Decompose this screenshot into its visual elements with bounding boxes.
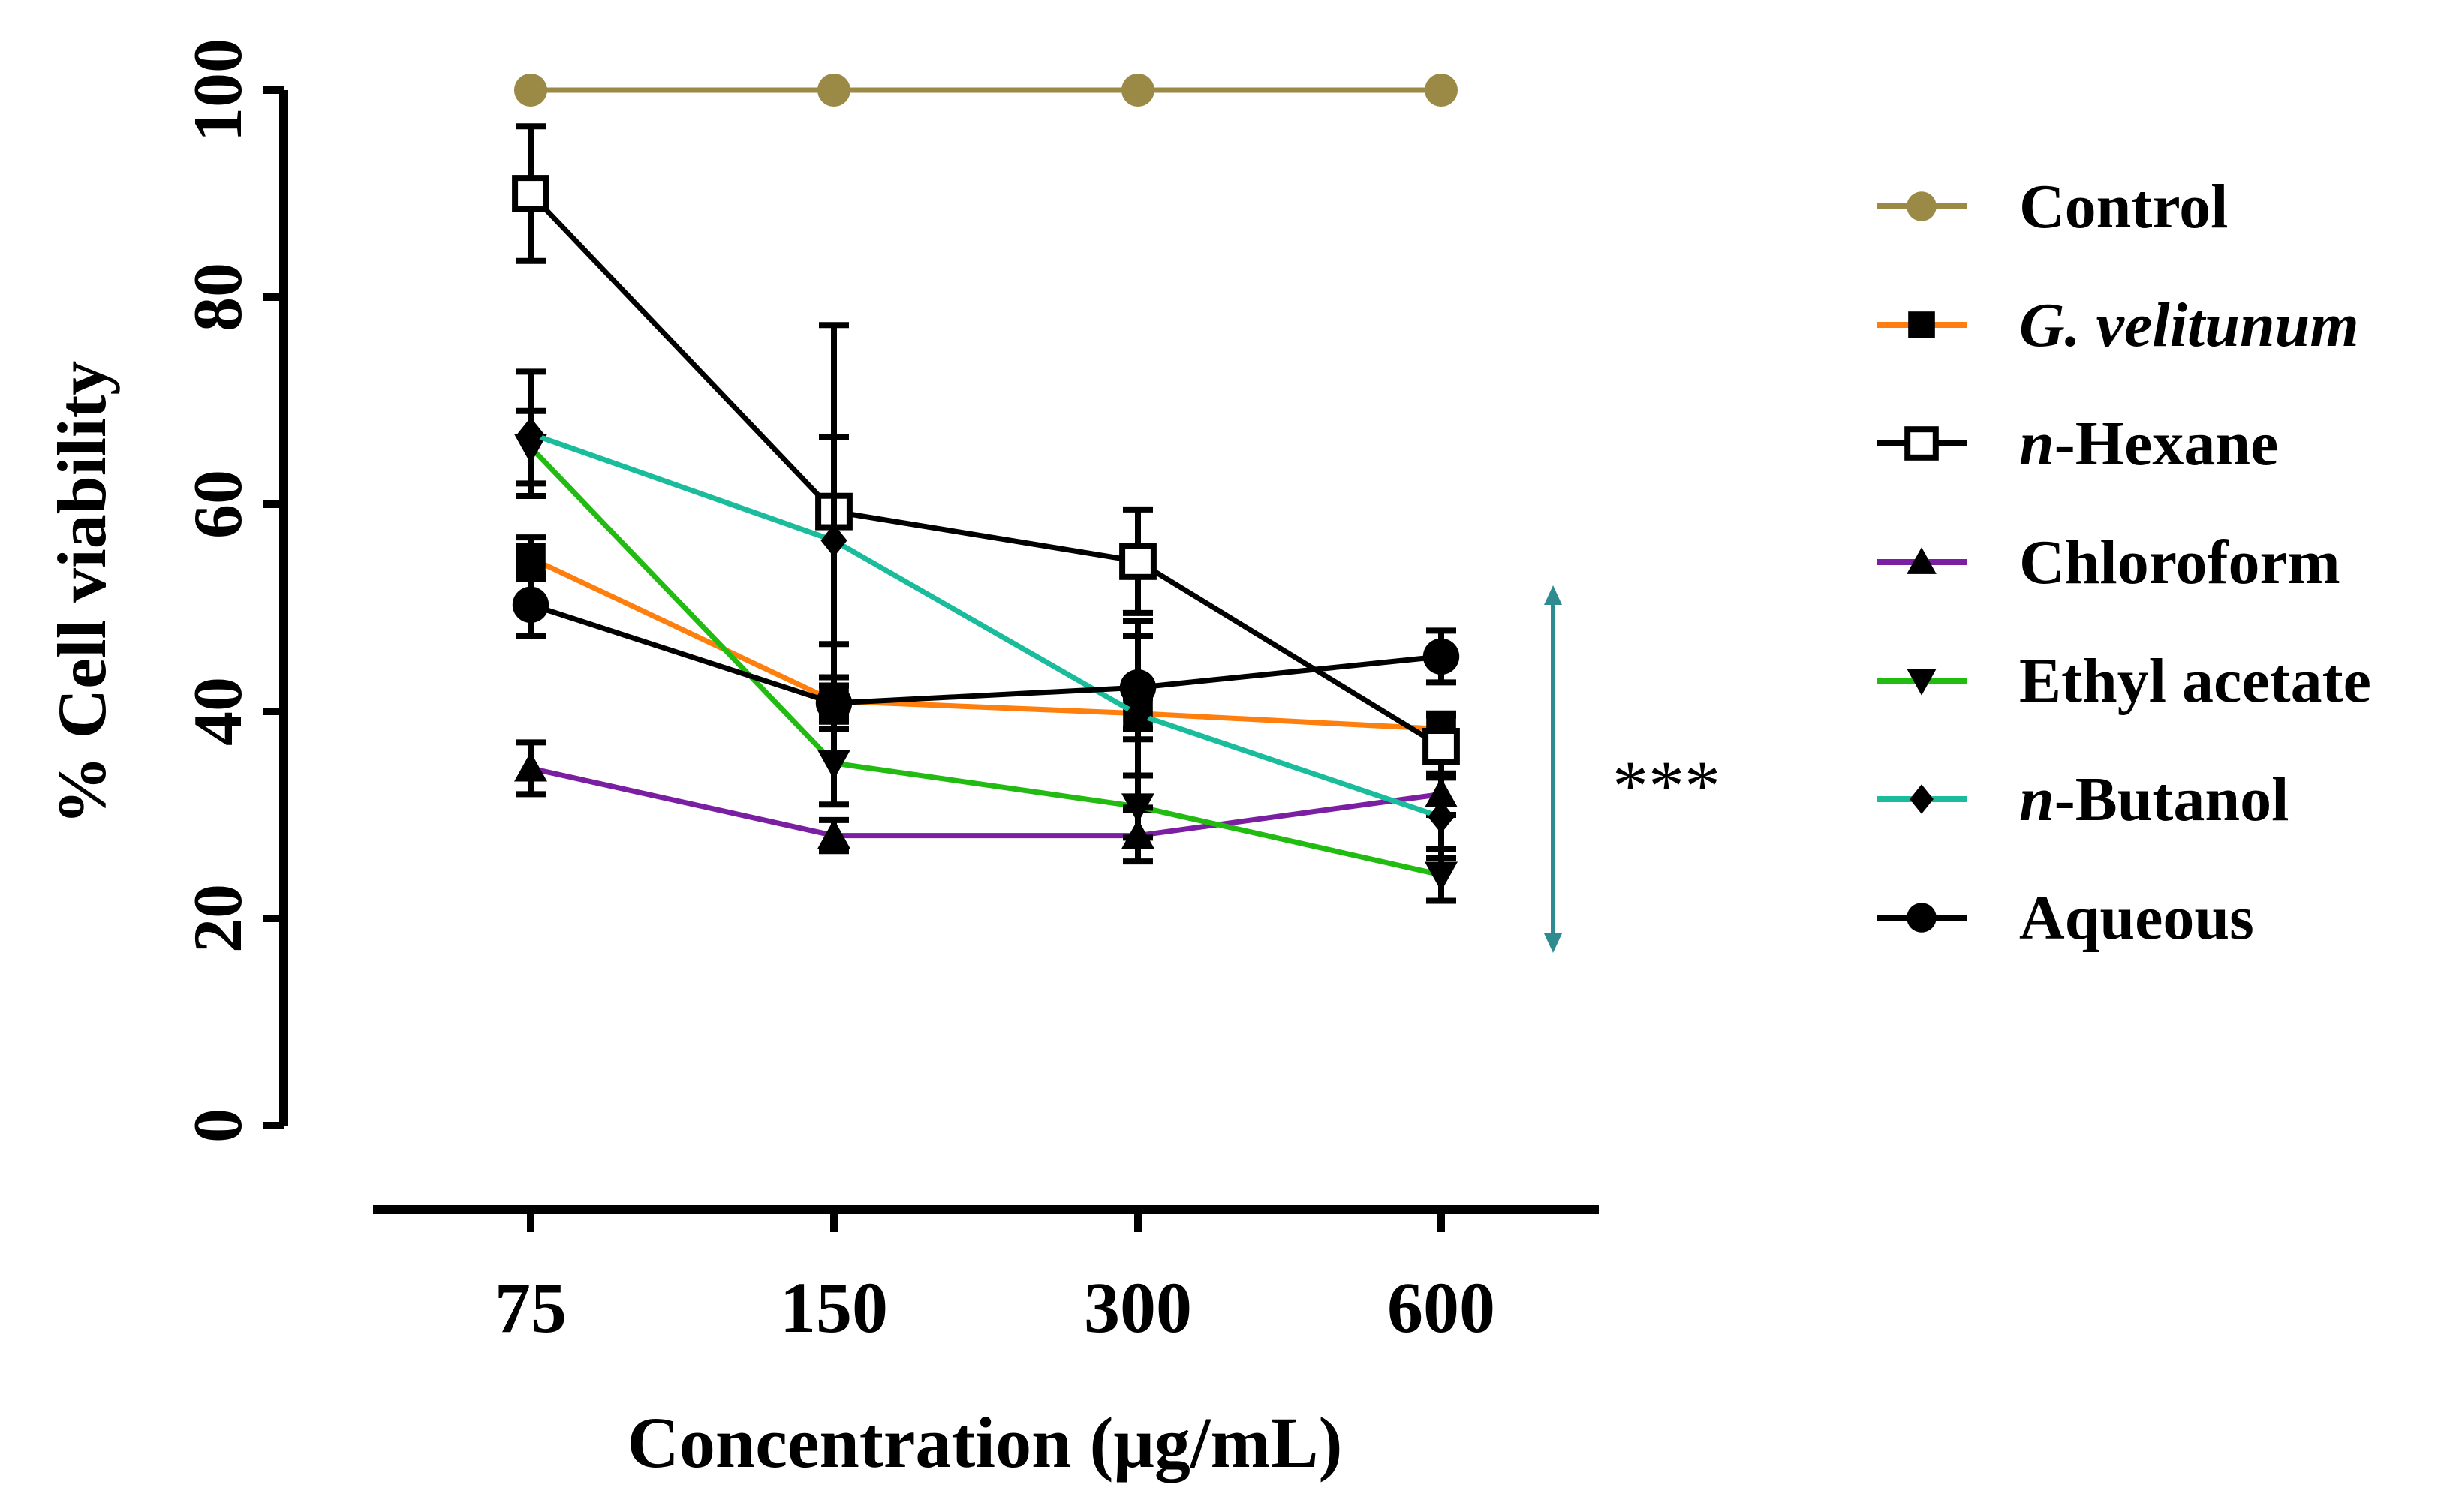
y-tick-label: 20 — [179, 884, 256, 953]
series-chloroform — [514, 739, 1458, 865]
significance-arrow-bottom-head — [1544, 933, 1562, 953]
series-control — [514, 74, 1458, 107]
legend-label: n-Hexane — [2019, 409, 2278, 479]
legend-item: n-Hexane — [1877, 409, 2278, 479]
y-tick-label: 40 — [179, 677, 256, 746]
legend-label: Ethyl acetate — [2019, 646, 2371, 716]
y-tick-label: 100 — [179, 38, 256, 142]
legend-label-text: Ethyl acetate — [2019, 646, 2371, 716]
data-point-marker — [1119, 543, 1157, 580]
y-tick-label: 60 — [179, 470, 256, 539]
legend-item: Ethyl acetate — [1877, 646, 2371, 716]
series-line — [529, 602, 1442, 706]
series-line — [528, 445, 1442, 878]
x-tick-label: 75 — [495, 1267, 567, 1348]
data-point-marker — [1121, 74, 1154, 107]
data-point-marker — [1425, 861, 1458, 892]
y-tick-label: 0 — [179, 1108, 256, 1143]
data-point-marker — [1907, 903, 1937, 933]
data-point-marker — [1907, 547, 1937, 574]
series-g-velitunum — [516, 534, 1456, 748]
data-point-marker — [1422, 638, 1460, 675]
legend-label-text: G. velitunum — [2019, 290, 2359, 360]
data-point-marker — [512, 586, 549, 624]
significance-arrow-top-head — [1544, 585, 1562, 605]
data-point-marker — [817, 819, 850, 849]
legend-label-text: -Butanol — [2054, 765, 2289, 834]
legend-item: n-Butanol — [1877, 765, 2289, 834]
data-point-marker — [820, 524, 847, 558]
series-line — [528, 191, 1443, 749]
significance-label: *** — [1612, 746, 1720, 826]
legend-label: n-Butanol — [2019, 765, 2289, 834]
legend-label: G. velitunum — [2019, 290, 2359, 360]
legend-item: Chloroform — [1877, 528, 2340, 597]
data-point-marker — [1422, 728, 1460, 765]
legend-item: Control — [1877, 172, 2228, 242]
x-axis-title: Concentration (μg/mL) — [628, 1402, 1343, 1483]
data-point-marker — [817, 74, 850, 107]
data-point-marker — [1119, 669, 1157, 706]
series-n-hexane — [512, 123, 1460, 781]
legend-label: Control — [2019, 172, 2228, 242]
x-tick-label: 300 — [1084, 1267, 1192, 1348]
data-point-marker — [514, 751, 547, 782]
legend-item: G. velitunum — [1877, 290, 2359, 360]
data-point-marker — [514, 74, 547, 107]
legend-label-prefix: n — [2019, 765, 2054, 834]
series-line — [529, 555, 1442, 732]
y-axis-title: % Cell viability — [44, 361, 120, 825]
series-ethyl-acetate — [514, 407, 1458, 904]
data-point-marker — [815, 684, 853, 722]
data-point-marker — [1910, 784, 1934, 814]
data-point-marker — [1904, 426, 1939, 461]
y-axis-ticks: 0 20 40 60 80 100 — [179, 38, 284, 1143]
data-point-marker — [1908, 311, 1935, 338]
legend-label-prefix: n — [2019, 409, 2054, 479]
legend-label-text: Aqueous — [2019, 883, 2254, 953]
x-axis-ticks: 75 150 300 600 — [495, 1210, 1495, 1348]
plot-area — [512, 74, 1460, 904]
series-line — [529, 431, 1443, 820]
significance-bracket — [1544, 585, 1562, 953]
legend-label-text: -Hexane — [2054, 409, 2279, 479]
data-point-marker — [1907, 191, 1937, 221]
data-point-marker — [512, 175, 549, 212]
legend-item: Aqueous — [1877, 883, 2254, 953]
x-tick-label: 150 — [780, 1267, 888, 1348]
legend-label-text: Control — [2019, 172, 2228, 242]
legend-label: Chloroform — [2019, 528, 2340, 597]
data-point-marker — [1425, 74, 1458, 107]
x-tick-label: 600 — [1387, 1267, 1495, 1348]
data-point-marker — [517, 417, 544, 451]
series-aqueous — [512, 570, 1460, 743]
data-point-marker — [1907, 669, 1937, 696]
data-point-marker — [1428, 800, 1455, 834]
y-tick-label: 80 — [179, 263, 256, 332]
legend-label: Aqueous — [2019, 883, 2254, 953]
data-point-marker — [516, 543, 546, 573]
series-line — [530, 765, 1442, 839]
data-point-marker — [817, 750, 850, 780]
legend-label-text: Chloroform — [2019, 528, 2340, 597]
